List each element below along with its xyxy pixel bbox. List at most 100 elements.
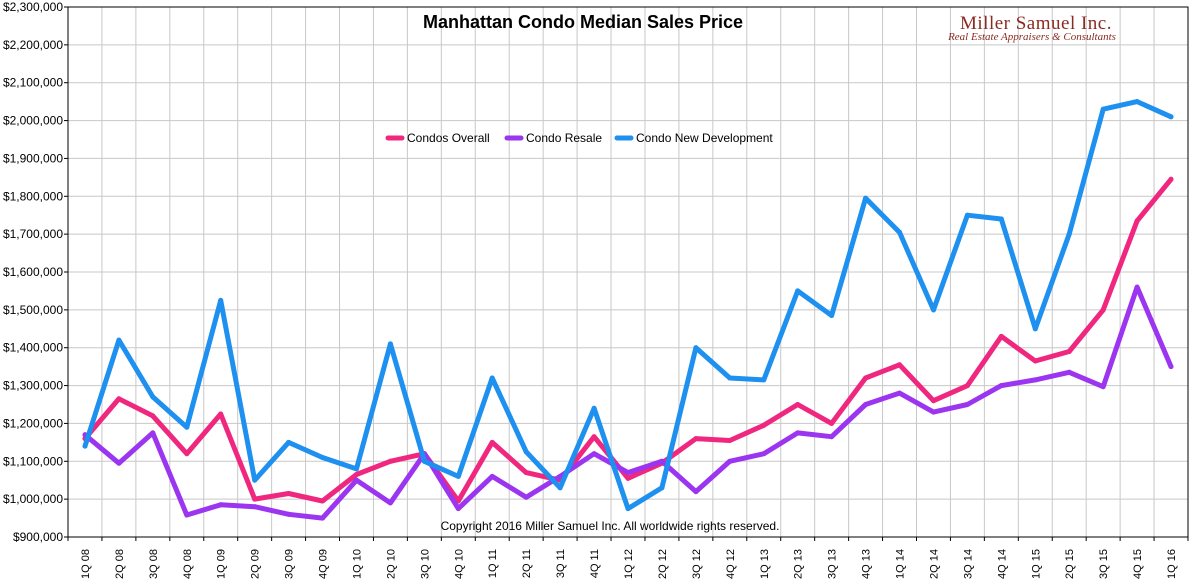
y-tick-label: $2,000,000 bbox=[3, 114, 63, 128]
data-point bbox=[863, 375, 869, 381]
brand-logo: Miller Samuel Inc. Real Estate Appraiser… bbox=[947, 13, 1116, 43]
x-tick-label: 3Q 08 bbox=[148, 549, 160, 579]
y-tick-label: $1,900,000 bbox=[3, 151, 63, 165]
data-point bbox=[795, 402, 801, 407]
data-point bbox=[1100, 106, 1106, 112]
data-point bbox=[252, 504, 258, 510]
data-point bbox=[659, 458, 665, 464]
data-point bbox=[591, 405, 597, 411]
legend-item: Condo New Development bbox=[614, 131, 773, 145]
data-point bbox=[897, 362, 902, 368]
data-point bbox=[116, 460, 122, 466]
legend: Condos Overall Condo Resale Condo New Deve… bbox=[385, 131, 773, 145]
x-tick-label: 1Q 14 bbox=[895, 549, 907, 579]
x-tick-label: 1Q 13 bbox=[759, 549, 771, 579]
x-tick-label: 3Q 14 bbox=[962, 549, 974, 579]
data-point bbox=[184, 451, 190, 457]
data-point bbox=[1066, 349, 1072, 354]
y-tick-label: $1,300,000 bbox=[3, 379, 63, 393]
data-point bbox=[387, 458, 393, 464]
data-point bbox=[354, 477, 359, 483]
x-tick-label: 2Q 12 bbox=[657, 549, 669, 579]
data-point bbox=[625, 506, 631, 512]
data-point bbox=[320, 498, 325, 504]
x-tick-label: 3Q 10 bbox=[419, 549, 431, 579]
data-point bbox=[354, 466, 359, 472]
data-point bbox=[557, 485, 563, 491]
y-tick-label: $1,200,000 bbox=[3, 416, 63, 430]
x-tick-label: 2Q 11 bbox=[521, 549, 533, 578]
legend-label: Condo New Development bbox=[636, 131, 773, 145]
data-point bbox=[1066, 369, 1072, 375]
data-point bbox=[489, 439, 495, 445]
data-point bbox=[421, 458, 427, 464]
x-tick-label: 4Q 14 bbox=[996, 549, 1008, 579]
series-layer bbox=[82, 99, 1174, 521]
data-point bbox=[931, 307, 936, 313]
data-point bbox=[523, 494, 529, 500]
data-point bbox=[150, 413, 156, 419]
x-tick-label: 4Q 12 bbox=[725, 549, 737, 579]
x-tick-label: 3Q 11 bbox=[555, 549, 567, 578]
x-tick-label: 2Q 14 bbox=[928, 549, 940, 579]
y-tick-label: $2,200,000 bbox=[3, 38, 63, 52]
x-tick-label: 1Q 15 bbox=[1030, 549, 1042, 579]
data-point bbox=[761, 422, 767, 428]
data-point bbox=[693, 436, 699, 442]
data-point bbox=[964, 212, 970, 218]
y-tick-label: $2,100,000 bbox=[3, 76, 63, 90]
data-point bbox=[693, 345, 699, 351]
data-point bbox=[727, 438, 733, 443]
x-tick-label: 4Q 13 bbox=[861, 549, 873, 579]
data-point bbox=[931, 409, 936, 415]
x-tick-label: 2Q 13 bbox=[793, 549, 805, 579]
data-point bbox=[829, 434, 835, 440]
brand-name: Miller Samuel Inc. bbox=[960, 13, 1112, 34]
x-tick-label: 4Q 10 bbox=[453, 549, 465, 579]
data-point bbox=[795, 430, 801, 436]
data-point bbox=[761, 377, 767, 383]
data-point bbox=[1066, 231, 1072, 237]
x-tick-label: 4Q 11 bbox=[589, 549, 601, 578]
data-point bbox=[354, 472, 359, 477]
x-tick-label: 1Q 10 bbox=[351, 549, 363, 579]
data-point bbox=[320, 455, 325, 460]
data-point bbox=[184, 512, 190, 518]
data-point bbox=[523, 470, 529, 476]
data-point bbox=[218, 297, 224, 303]
data-point bbox=[252, 496, 258, 502]
chart-title: Manhattan Condo Median Sales Price bbox=[423, 12, 743, 32]
data-point bbox=[1134, 99, 1140, 105]
data-point bbox=[184, 424, 190, 430]
data-point bbox=[455, 506, 461, 512]
data-point bbox=[387, 341, 393, 347]
data-point bbox=[1032, 377, 1038, 383]
data-point bbox=[150, 394, 156, 400]
data-point bbox=[591, 434, 597, 440]
data-point bbox=[320, 515, 325, 521]
x-tick-label: 3Q 15 bbox=[1098, 549, 1110, 579]
data-point bbox=[693, 489, 699, 495]
data-point bbox=[591, 451, 597, 457]
data-point bbox=[727, 458, 733, 464]
y-axis: $900,000 $1,000,000 $1,100,000 $1,200,000 $1… bbox=[3, 0, 68, 544]
y-tick-label: $1,000,000 bbox=[3, 492, 63, 506]
data-point bbox=[1032, 358, 1038, 364]
x-tick-label: 1Q 16 bbox=[1166, 549, 1178, 579]
data-point bbox=[998, 333, 1004, 339]
x-tick-label: 1Q 11 bbox=[487, 549, 499, 578]
data-point bbox=[1134, 284, 1140, 290]
data-point bbox=[897, 229, 902, 235]
data-point bbox=[829, 420, 835, 426]
data-point bbox=[1032, 326, 1038, 332]
y-tick-label: $1,400,000 bbox=[3, 341, 63, 355]
legend-item: Condo Resale bbox=[504, 131, 602, 145]
copyright-notice: Copyright 2016 Miller Samuel Inc. All wo… bbox=[441, 519, 780, 533]
x-tick-label: 3Q 09 bbox=[284, 549, 296, 579]
data-point bbox=[998, 383, 1004, 389]
x-tick-label: 1Q 12 bbox=[623, 549, 635, 579]
data-point bbox=[1100, 384, 1106, 390]
y-tick-label: $900,000 bbox=[13, 530, 63, 544]
y-tick-label: $1,800,000 bbox=[3, 189, 63, 203]
